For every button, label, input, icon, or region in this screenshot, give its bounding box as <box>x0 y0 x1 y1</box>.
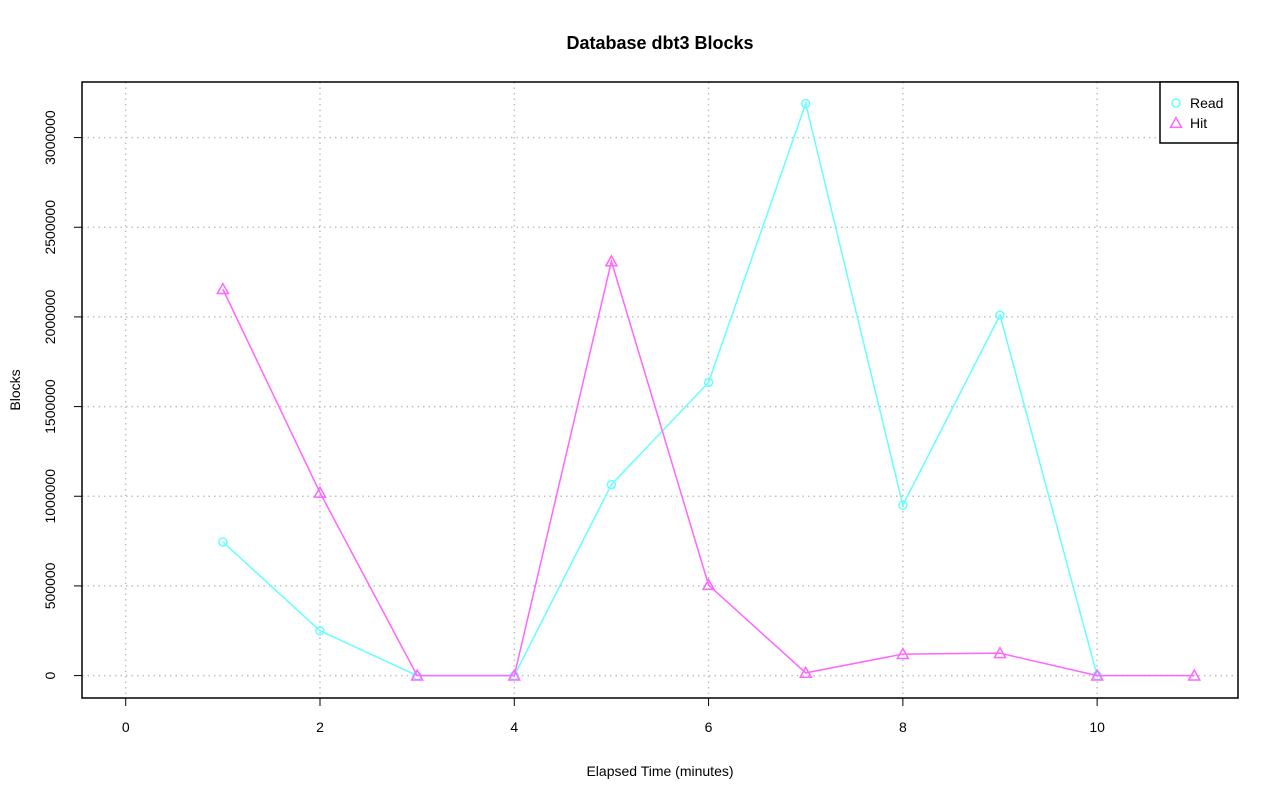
plot-frame <box>81 81 1239 699</box>
data-point-read <box>800 98 811 109</box>
y-tick-label: 2000000 <box>42 289 58 344</box>
series-line-read <box>222 100 1098 677</box>
legend-label-hit: Hit <box>1190 115 1207 131</box>
x-tick-label: 6 <box>705 719 713 735</box>
x-tick-label: 0 <box>122 719 130 735</box>
data-point-read <box>898 500 908 510</box>
data-point-hit <box>1090 668 1104 681</box>
data-point-hit <box>1187 668 1202 681</box>
legend-box <box>1159 81 1239 144</box>
data-point-hit <box>993 646 1007 659</box>
legend-label-read: Read <box>1190 95 1223 111</box>
data-point-hit <box>896 647 910 660</box>
data-point-hit <box>507 668 522 681</box>
x-tick-label: 2 <box>316 719 324 735</box>
x-tick-label: 8 <box>899 719 907 735</box>
axes: 0 2 4 6 8 10 0 500000 1000000 1500000 2000000 25000… <box>42 110 1105 735</box>
legend-marker-read <box>1171 98 1181 108</box>
data-point-hit <box>798 665 813 679</box>
x-axis-title: Elapsed Time (minutes) <box>586 763 733 779</box>
data-point-read <box>995 310 1005 320</box>
series-read <box>218 98 1102 681</box>
y-tick-label: 500000 <box>42 562 58 609</box>
legend-marker-hit <box>1169 115 1183 129</box>
data-point-read <box>606 479 617 490</box>
y-axis-title: Blocks <box>7 369 23 410</box>
y-tick-label: 2500000 <box>42 200 58 255</box>
data-point-hit <box>216 282 230 295</box>
series-hit <box>216 254 1202 681</box>
data-point-hit <box>701 577 716 591</box>
data-point-read <box>218 537 228 547</box>
y-tick-label: 1000000 <box>42 469 58 524</box>
y-tick-label: 3000000 <box>42 110 58 165</box>
y-tick-label: 1500000 <box>42 379 58 434</box>
data-point-hit <box>410 668 424 681</box>
x-tick-label: 4 <box>510 719 518 735</box>
legend: Read Hit <box>1159 81 1239 144</box>
data-point-hit <box>313 485 327 498</box>
grid <box>82 82 1238 698</box>
x-tick-label: 10 <box>1089 719 1105 735</box>
series-line-hit <box>222 258 1195 677</box>
data-point-hit <box>604 254 619 267</box>
chart-title: Database dbt3 Blocks <box>566 33 753 53</box>
y-tick-label: 0 <box>42 671 58 679</box>
data-point-read <box>703 377 714 388</box>
series-group <box>216 98 1202 681</box>
data-point-read <box>315 626 325 636</box>
